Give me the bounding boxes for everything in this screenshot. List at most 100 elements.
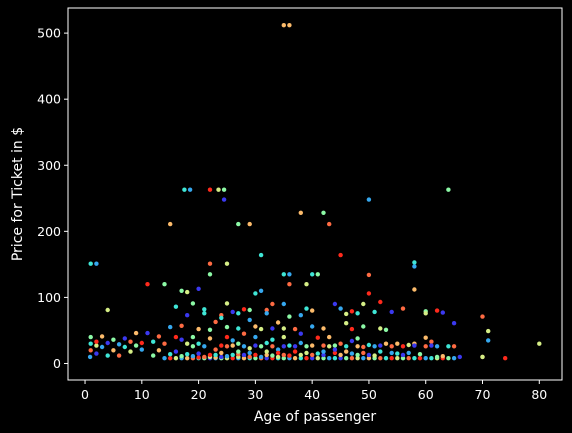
- data-point: [338, 341, 343, 346]
- data-point: [281, 272, 286, 277]
- data-point: [88, 348, 93, 353]
- data-points: [87, 23, 542, 361]
- data-point: [145, 330, 150, 336]
- data-point: [275, 320, 281, 325]
- data-point: [389, 350, 394, 356]
- data-point: [372, 309, 377, 315]
- data-point: [111, 348, 116, 353]
- data-point: [287, 314, 292, 319]
- data-point: [105, 353, 110, 358]
- data-point: [216, 187, 221, 192]
- data-point: [389, 309, 394, 315]
- data-point: [253, 324, 258, 329]
- data-point: [221, 187, 227, 192]
- data-point: [344, 321, 349, 326]
- data-point: [270, 337, 275, 342]
- data-point: [412, 287, 417, 292]
- data-point: [122, 336, 128, 341]
- data-point: [224, 344, 230, 349]
- y-tick-label: 300: [37, 158, 61, 173]
- data-point: [258, 344, 264, 349]
- data-point: [332, 343, 338, 348]
- data-point: [253, 352, 258, 358]
- data-point: [281, 326, 286, 331]
- x-tick-label: 60: [418, 387, 434, 402]
- data-point: [122, 344, 128, 350]
- data-point: [185, 341, 190, 346]
- data-point: [378, 349, 383, 354]
- data-point: [185, 289, 190, 295]
- data-point: [412, 343, 417, 348]
- y-tick-label: 200: [37, 224, 61, 239]
- data-point: [321, 356, 326, 361]
- data-point: [451, 356, 457, 361]
- x-tick-label: 80: [531, 387, 547, 402]
- data-point: [213, 347, 218, 352]
- data-point: [298, 313, 303, 318]
- data-point: [287, 343, 292, 348]
- data-point: [281, 356, 286, 361]
- data-point: [344, 344, 349, 349]
- data-point: [241, 331, 247, 336]
- data-point: [355, 344, 360, 349]
- data-point: [315, 351, 320, 356]
- data-point: [315, 272, 320, 277]
- data-point: [378, 326, 383, 331]
- data-point: [361, 356, 366, 361]
- data-point: [440, 354, 445, 359]
- data-point: [151, 339, 156, 344]
- data-point: [361, 301, 366, 307]
- data-point: [116, 342, 122, 347]
- data-point: [270, 344, 275, 349]
- data-point: [332, 301, 338, 307]
- data-point: [287, 353, 292, 358]
- data-point: [298, 356, 303, 361]
- data-point: [298, 331, 303, 336]
- data-point: [247, 317, 252, 323]
- data-point: [389, 344, 394, 349]
- x-tick-label: 40: [304, 387, 320, 402]
- data-point: [275, 347, 281, 352]
- data-point: [116, 353, 122, 358]
- data-point: [434, 354, 440, 360]
- data-point: [292, 326, 298, 332]
- x-tick-label: 0: [81, 387, 89, 402]
- data-point: [247, 346, 252, 351]
- data-point: [310, 356, 315, 361]
- data-point: [321, 343, 326, 348]
- data-point: [139, 340, 144, 346]
- data-point: [310, 343, 315, 348]
- x-tick-label: 10: [134, 387, 150, 402]
- data-point: [378, 356, 383, 361]
- data-point: [480, 314, 485, 319]
- data-point: [221, 197, 227, 202]
- plot-frame: [67, 7, 563, 381]
- data-point: [133, 330, 139, 336]
- data-point: [304, 356, 309, 361]
- data-point: [423, 344, 428, 349]
- data-point: [349, 309, 355, 314]
- data-point: [366, 356, 372, 361]
- data-point: [332, 350, 338, 356]
- data-point: [230, 352, 235, 358]
- data-point: [94, 351, 99, 356]
- data-point: [247, 350, 252, 356]
- data-point: [400, 356, 406, 361]
- data-point: [236, 221, 241, 227]
- data-point: [213, 319, 218, 325]
- data-point: [412, 264, 417, 269]
- data-point: [196, 355, 201, 360]
- data-point: [361, 324, 366, 329]
- x-tick-label: 30: [247, 387, 263, 402]
- data-point: [310, 352, 315, 358]
- data-point: [417, 352, 423, 357]
- data-point: [327, 344, 332, 349]
- data-point: [139, 347, 144, 352]
- data-point: [395, 341, 400, 346]
- data-point: [241, 307, 247, 312]
- data-point: [304, 282, 309, 287]
- data-point: [264, 340, 269, 346]
- data-point: [332, 347, 338, 352]
- data-point: [327, 334, 332, 340]
